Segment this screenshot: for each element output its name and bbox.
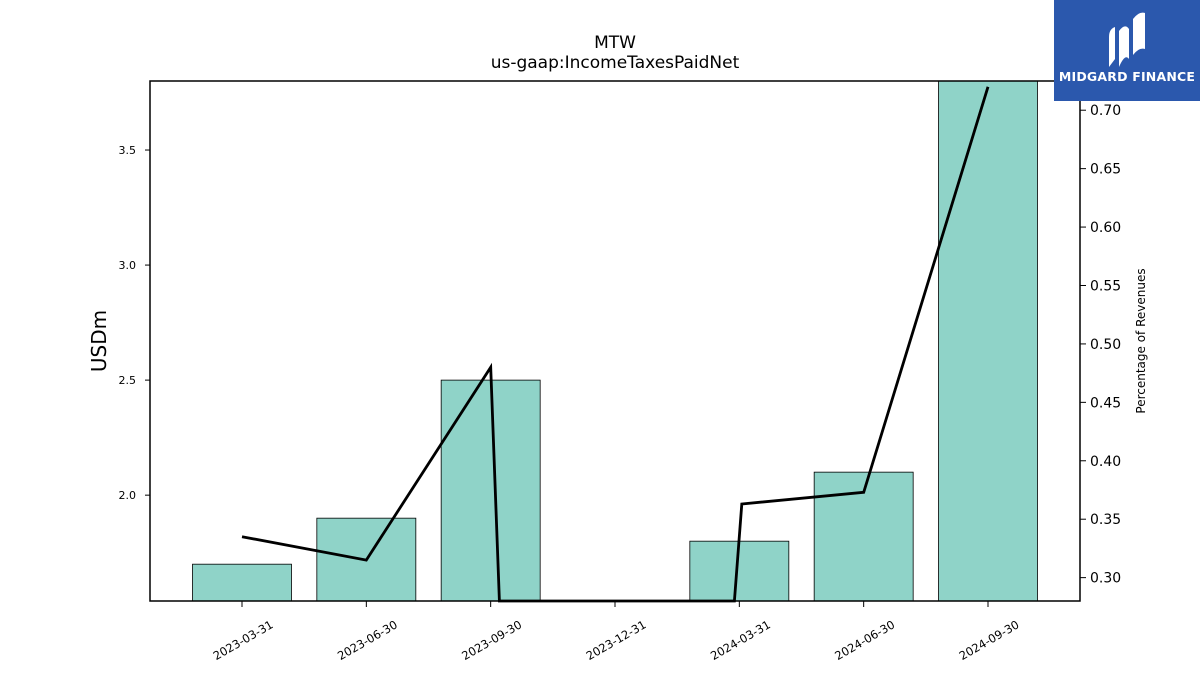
y2-tick-label: 0.45 <box>1090 395 1121 411</box>
y2-axis-label: Percentage of Revenues <box>1134 268 1148 413</box>
x-tick-label: 2024-06-30 <box>832 617 897 663</box>
x-tick-label: 2023-12-31 <box>584 617 649 663</box>
x-axis: 2023-03-31 2023-06-30 2023-09-30 2023-12-31… <box>211 601 1022 663</box>
bar-2023-09-30 <box>440 379 541 602</box>
y-axis-label: USDm <box>87 310 111 372</box>
y-tick-label: 2.0 <box>119 489 137 502</box>
x-tick-label: 2023-03-31 <box>211 617 276 663</box>
y-tick-label: 2.5 <box>119 374 137 387</box>
y2-tick-label: 0.65 <box>1090 162 1121 178</box>
x-tick-label: 2023-09-30 <box>459 617 524 663</box>
x-tick-label: 2024-03-31 <box>708 617 773 663</box>
chart-title: MTW <box>594 33 636 53</box>
left-axis: 2.0 2.5 3.0 3.5 <box>119 144 150 502</box>
y2-tick-label: 0.50 <box>1090 337 1121 353</box>
y2-tick-label: 0.60 <box>1090 220 1121 236</box>
bar-2023-03-31 <box>192 563 292 602</box>
y2-tick-label: 0.35 <box>1090 512 1121 528</box>
x-tick-label: 2023-06-30 <box>335 617 400 663</box>
y-tick-label: 3.0 <box>119 259 137 272</box>
bar-2024-09-30 <box>938 80 1038 602</box>
right-axis: 0.30 0.35 0.40 0.45 0.50 0.55 0.60 0.65 0.70 <box>1080 103 1121 587</box>
midgard-finance-logo: MIDGARD FINANCE <box>1054 0 1200 101</box>
chart-subtitle: us-gaap:IncomeTaxesPaidNet <box>491 53 740 73</box>
y2-tick-label: 0.30 <box>1090 571 1121 587</box>
bars-group <box>192 80 1038 602</box>
x-tick-label: 2024-09-30 <box>957 617 1022 663</box>
y-tick-label: 3.5 <box>119 144 137 157</box>
y2-tick-label: 0.55 <box>1090 278 1121 294</box>
midgard-logo-icon <box>1109 12 1145 67</box>
y2-tick-label: 0.70 <box>1090 103 1121 119</box>
y2-tick-label: 0.40 <box>1090 454 1121 470</box>
logo-text: MIDGARD FINANCE <box>1058 69 1196 84</box>
